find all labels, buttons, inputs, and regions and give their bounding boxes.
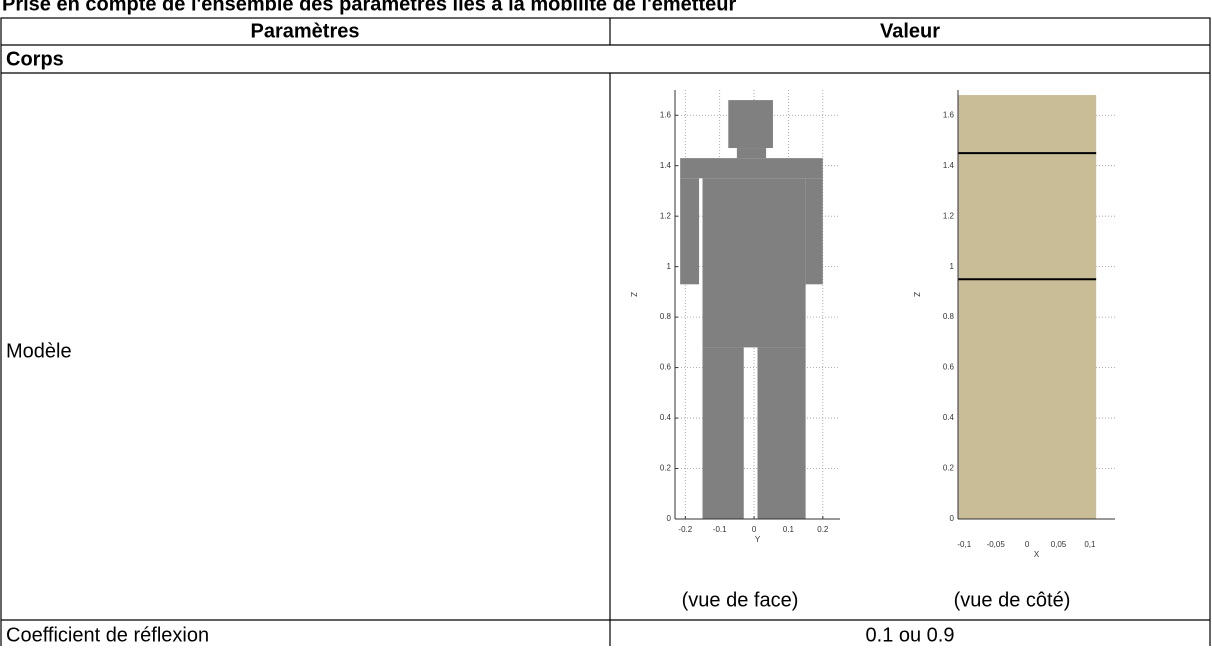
- body-part: [736, 148, 767, 159]
- x-tick-label: -0.2: [678, 525, 692, 534]
- row-label: Coefficient de réflexion: [6, 624, 209, 646]
- y-tick-label: 0.8: [660, 312, 672, 321]
- x-tick-label: 0: [1025, 540, 1030, 549]
- body-part: [805, 178, 823, 285]
- header-cell: Valeur: [880, 20, 940, 42]
- x-tick-label: -0,1: [957, 540, 971, 549]
- figure-caption: (vue de face): [682, 589, 799, 611]
- y-tick-label: 0.2: [660, 464, 672, 473]
- y-axis-label: Z: [629, 292, 638, 297]
- y-tick-label: 0.6: [943, 363, 955, 372]
- x-tick-label: 0,1: [1084, 540, 1096, 549]
- y-tick-label: 0.8: [943, 312, 955, 321]
- x-tick-label: -0.1: [713, 525, 727, 534]
- header-cell: Paramètres: [251, 20, 360, 42]
- y-tick-label: 0.6: [660, 363, 672, 372]
- y-tick-label: 0.4: [660, 413, 672, 422]
- x-tick-label: -0,05: [987, 540, 1006, 549]
- table-grid: [0, 17, 1211, 651]
- body-part: [702, 178, 806, 348]
- x-tick-label: 0.1: [783, 525, 795, 534]
- page-title: Prise en compte de l'ensemble des paramè…: [2, 0, 736, 15]
- y-tick-label: 1.2: [660, 211, 672, 220]
- body-part: [680, 178, 700, 285]
- body-part: [702, 347, 744, 519]
- y-tick-label: 1: [667, 262, 672, 271]
- y-tick-label: 0: [950, 514, 955, 523]
- x-axis-label: Y: [755, 535, 761, 544]
- x-tick-label: 0.2: [817, 525, 829, 534]
- y-tick-label: 1.4: [943, 161, 955, 170]
- y-tick-label: 1: [950, 262, 955, 271]
- body-part: [680, 158, 823, 179]
- body-part: [728, 100, 773, 149]
- row-value: 0.1 ou 0.9: [866, 624, 955, 646]
- y-tick-label: 0: [667, 514, 672, 523]
- y-tick-label: 1.2: [943, 211, 955, 220]
- body-part: [958, 95, 1097, 519]
- row-label: Modèle: [6, 340, 72, 362]
- y-tick-label: 0.4: [943, 413, 955, 422]
- y-tick-label: 0.2: [943, 464, 955, 473]
- body-part: [757, 347, 806, 519]
- x-tick-label: 0: [752, 525, 757, 534]
- x-tick-label: 0,05: [1051, 540, 1067, 549]
- figure-caption: (vue de côté): [954, 589, 1071, 611]
- y-tick-label: 1.4: [660, 161, 672, 170]
- y-tick-label: 1.6: [660, 110, 672, 119]
- y-tick-label: 1.6: [943, 110, 955, 119]
- y-axis-label: Z: [912, 292, 921, 297]
- x-axis-label: X: [1034, 550, 1040, 559]
- table-border: [0, 17, 1211, 651]
- section-label: Corps: [6, 48, 64, 70]
